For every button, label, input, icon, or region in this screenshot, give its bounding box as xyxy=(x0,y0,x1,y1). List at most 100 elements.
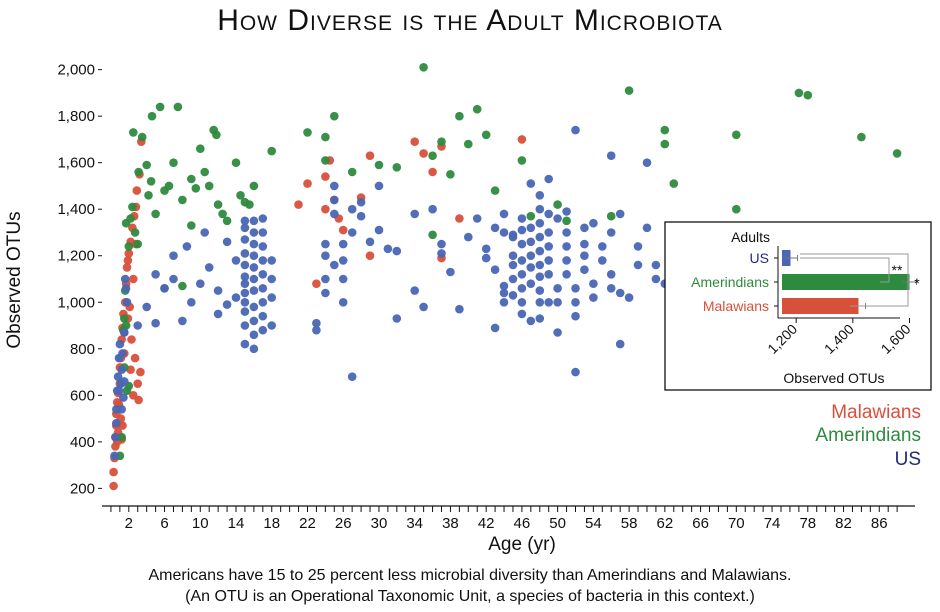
point-malawians xyxy=(109,467,118,477)
point-us xyxy=(517,239,527,249)
point-us xyxy=(508,291,518,300)
point-us xyxy=(338,274,348,284)
point-us xyxy=(615,209,625,219)
y-tick-label: 200 xyxy=(70,480,95,497)
significance-label: * xyxy=(914,275,920,291)
point-us xyxy=(267,293,277,302)
point-amerindians xyxy=(606,211,616,221)
point-us xyxy=(249,302,259,312)
point-amerindians xyxy=(173,102,183,112)
point-us xyxy=(580,265,589,275)
point-amerindians xyxy=(134,167,143,177)
point-malawians xyxy=(321,172,330,181)
point-us xyxy=(240,223,250,233)
point-us xyxy=(428,204,437,214)
point-us xyxy=(606,270,616,279)
point-amerindians xyxy=(124,242,134,251)
point-us xyxy=(187,298,196,307)
point-us xyxy=(544,209,553,219)
point-us xyxy=(321,288,330,298)
point-us xyxy=(321,274,330,284)
point-us xyxy=(615,288,625,298)
point-us xyxy=(490,265,500,275)
point-malawians xyxy=(122,263,132,272)
point-malawians xyxy=(109,481,118,491)
point-malawians xyxy=(517,135,527,144)
point-us xyxy=(121,284,131,293)
point-us xyxy=(562,270,571,279)
point-amerindians xyxy=(455,111,464,121)
point-us xyxy=(258,256,268,265)
y-tick-label: 1,200 xyxy=(57,248,95,265)
point-us xyxy=(122,298,132,307)
legend-amerindians: Amerindians xyxy=(815,425,921,446)
point-us xyxy=(240,249,250,258)
x-tick-label: 18 xyxy=(263,515,280,532)
x-tick-label: 70 xyxy=(728,515,745,532)
point-us xyxy=(410,209,420,219)
point-us xyxy=(240,307,250,316)
point-us xyxy=(481,244,491,254)
point-us xyxy=(633,260,643,270)
point-us xyxy=(544,298,553,307)
x-tick-label: 78 xyxy=(799,515,816,532)
point-amerindians xyxy=(147,111,157,121)
point-us xyxy=(110,451,119,461)
significance-bracket xyxy=(800,253,909,307)
point-amerindians xyxy=(129,128,138,137)
point-us xyxy=(338,256,348,265)
point-amerindians xyxy=(133,239,142,249)
point-us xyxy=(151,318,160,328)
point-us xyxy=(508,230,518,240)
x-tick-label: 26 xyxy=(335,515,352,532)
point-us xyxy=(213,286,223,295)
point-us xyxy=(589,279,598,289)
point-malawians xyxy=(132,186,142,195)
point-us xyxy=(374,181,384,191)
point-us xyxy=(330,195,339,205)
point-us xyxy=(258,270,268,279)
y-tick-label: 2,000 xyxy=(57,62,95,79)
inset-category-label: US xyxy=(750,250,769,266)
point-us xyxy=(258,298,268,307)
point-amerindians xyxy=(191,184,201,193)
point-amerindians xyxy=(121,321,131,330)
scatter-chart: 200 400 600 800 1,000 1,200 1,400 1,600 1,800 2,0… xyxy=(4,62,932,555)
point-us xyxy=(562,256,571,265)
point-amerindians xyxy=(231,158,241,167)
inset-category-label: Malawians xyxy=(703,298,769,314)
point-amerindians xyxy=(803,90,813,100)
point-us xyxy=(526,223,536,233)
point-amerindians xyxy=(464,139,473,149)
point-us xyxy=(535,314,545,323)
point-us xyxy=(120,328,129,337)
point-malawians xyxy=(130,353,140,363)
point-us xyxy=(231,256,241,265)
point-us xyxy=(571,284,580,293)
point-us xyxy=(544,228,553,237)
point-us xyxy=(240,298,250,307)
inset-bar-amerindians xyxy=(782,274,910,290)
point-amerindians xyxy=(128,202,137,212)
x-tick-label: 10 xyxy=(192,515,209,532)
point-us xyxy=(651,260,661,270)
point-us xyxy=(508,260,518,270)
point-us xyxy=(222,237,232,247)
point-malawians xyxy=(365,151,375,160)
point-us xyxy=(240,321,250,330)
point-malawians xyxy=(338,225,348,235)
x-tick-label: 86 xyxy=(871,515,888,532)
point-malawians xyxy=(136,367,145,377)
point-us xyxy=(267,274,277,284)
point-us xyxy=(338,239,348,249)
point-us xyxy=(356,211,366,221)
point-us xyxy=(118,349,127,358)
point-us xyxy=(312,318,321,328)
point-malawians xyxy=(303,179,312,188)
point-amerindians xyxy=(374,160,384,170)
point-us xyxy=(642,223,652,233)
point-us xyxy=(356,197,366,207)
point-us xyxy=(580,239,589,249)
point-amerindians xyxy=(321,132,330,142)
point-us xyxy=(580,251,589,260)
